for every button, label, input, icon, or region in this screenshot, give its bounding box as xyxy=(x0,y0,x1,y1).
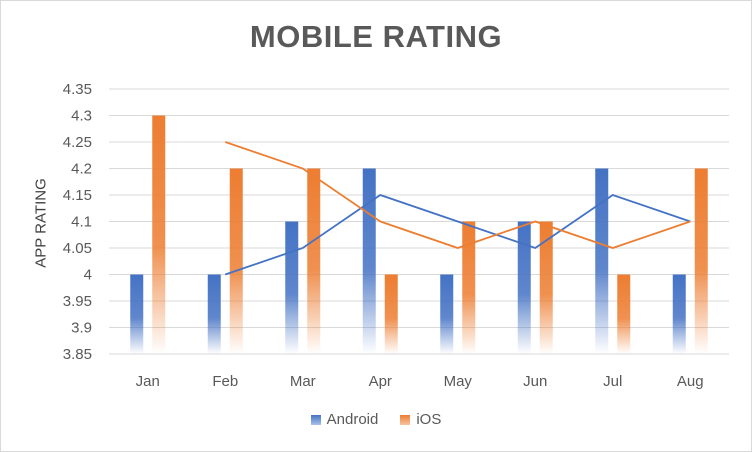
bar-android-mar xyxy=(285,221,299,354)
y-tick-label: 3.85 xyxy=(63,346,92,363)
legend-item-android: Android xyxy=(310,411,379,428)
bar-android-aug xyxy=(672,274,686,354)
bar-android-feb xyxy=(207,274,221,354)
x-tick-label: Jul xyxy=(603,373,622,390)
bar-android-jul xyxy=(595,168,609,354)
legend-label-ios: iOS xyxy=(416,411,442,428)
y-tick-label: 4.25 xyxy=(63,134,92,151)
x-tick-label: May xyxy=(444,373,473,390)
bar-ios-mar xyxy=(307,168,321,354)
trendline-ios xyxy=(224,141,691,249)
y-tick-label: 4.35 xyxy=(63,81,92,98)
legend: Android iOS xyxy=(1,411,751,428)
bar-ios-jun xyxy=(539,221,553,354)
x-tick-label: Jun xyxy=(523,373,547,390)
y-tick-label: 4.3 xyxy=(71,108,92,125)
bar-ios-feb xyxy=(229,168,243,354)
bar-ios-apr xyxy=(384,274,398,354)
y-tick-label: 3.95 xyxy=(63,293,92,310)
bar-android-jun xyxy=(517,221,531,354)
bar-ios-aug xyxy=(694,168,708,354)
legend-label-android: Android xyxy=(326,411,379,428)
trendline-android xyxy=(224,194,691,276)
x-tick-label: Feb xyxy=(212,373,238,390)
bar-ios-may xyxy=(462,221,476,354)
bar-android-may xyxy=(440,274,454,354)
legend-swatch-android xyxy=(310,414,321,425)
x-tick-label: Apr xyxy=(369,373,392,390)
legend-swatch-ios xyxy=(400,414,411,425)
y-tick-label: 4 xyxy=(84,267,92,284)
y-tick-label: 4.05 xyxy=(63,240,92,257)
legend-item-ios: iOS xyxy=(400,411,441,428)
bar-android-jan xyxy=(130,274,144,354)
bar-android-apr xyxy=(362,168,376,354)
y-tick-label: 4.15 xyxy=(63,187,92,204)
y-tick-label: 4.1 xyxy=(71,214,92,231)
bar-ios-jul xyxy=(617,274,631,354)
y-tick-label: 4.2 xyxy=(71,161,92,178)
y-tick-label: 3.9 xyxy=(71,320,92,337)
x-tick-label: Aug xyxy=(677,373,704,390)
bar-ios-jan xyxy=(152,115,166,354)
chart-title: MOBILE RATING xyxy=(249,19,503,54)
x-tick-label: Mar xyxy=(290,373,316,390)
x-tick-label: Jan xyxy=(136,373,160,390)
